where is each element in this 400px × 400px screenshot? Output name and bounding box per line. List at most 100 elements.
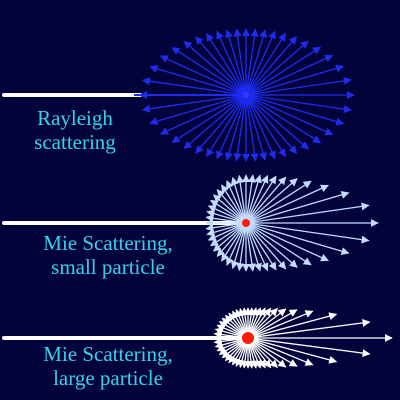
scattered-light-arrow xyxy=(141,94,247,113)
scattered-light-arrow xyxy=(245,94,298,154)
scattered-light-arrow xyxy=(245,222,329,262)
scattered-light-arrow xyxy=(247,309,298,339)
rayleigh-caption-line-1: Rayleigh xyxy=(37,106,113,130)
scattered-light-arrow xyxy=(247,337,371,358)
scattered-light-arrow xyxy=(216,94,247,160)
scattered-light-arrow xyxy=(159,94,247,135)
scattered-light-arrow xyxy=(247,337,338,364)
scattered-light-arrow xyxy=(149,64,247,96)
scattered-light-arrow xyxy=(245,222,262,272)
scattered-light-arrow xyxy=(245,54,334,96)
scattered-light-arrow xyxy=(247,310,314,339)
scattered-light-arrow xyxy=(245,28,259,96)
scattered-light-arrow xyxy=(247,312,338,339)
scattered-light-arrow xyxy=(247,318,371,339)
scattered-light-arrow xyxy=(245,222,350,256)
mie-large-particle-panel xyxy=(2,307,393,369)
scattered-light-arrow xyxy=(247,337,278,368)
scattered-light-arrow xyxy=(245,222,269,272)
rayleigh-particle xyxy=(243,92,249,98)
scattered-light-arrow xyxy=(205,214,247,224)
scattered-light-arrow xyxy=(247,308,287,339)
scattered-light-arrow xyxy=(230,176,247,224)
scattered-light-arrow xyxy=(247,337,272,369)
scattered-light-arrow xyxy=(141,77,247,96)
scattered-light-arrow xyxy=(245,222,298,268)
scattered-light-arrow xyxy=(233,28,247,96)
mie-small-caption-line-2: small particle xyxy=(51,255,165,279)
scattered-light-arrow xyxy=(207,205,247,224)
scattered-light-arrow xyxy=(233,94,247,162)
mie-large-caption-line-1: Mie Scattering, xyxy=(43,342,173,366)
scattered-light-arrow xyxy=(226,180,247,224)
scattered-light-arrow xyxy=(245,222,277,271)
scattered-light-arrow xyxy=(245,30,276,96)
scattered-light-arrow xyxy=(171,94,247,143)
scattered-light-arrow xyxy=(171,47,247,96)
scattered-light-arrow xyxy=(247,337,314,366)
scattered-light-arrow xyxy=(245,76,352,96)
rayleigh-caption: Rayleigh scattering xyxy=(10,106,140,154)
scattered-light-arrow xyxy=(195,36,247,96)
mie-small-caption-line-1: Mie Scattering, xyxy=(43,231,173,255)
rayleigh-caption-line-2: scattering xyxy=(34,130,116,154)
scattered-light-arrow xyxy=(245,94,345,126)
scattered-light-arrow xyxy=(245,222,256,272)
scattered-light-arrow xyxy=(207,222,247,241)
scattered-light-arrow xyxy=(245,94,276,160)
scattered-light-arrow xyxy=(205,222,247,232)
mie-large-caption: Mie Scattering, large particle xyxy=(8,342,208,390)
scattered-light-arrow xyxy=(245,184,329,224)
scattered-light-arrow xyxy=(247,308,278,339)
scattered-light-arrow xyxy=(183,40,247,96)
scattered-light-arrow xyxy=(212,222,247,252)
scattered-light-arrow xyxy=(245,222,370,244)
scattered-light-arrow xyxy=(221,184,247,224)
scattered-light-arrow xyxy=(245,174,262,224)
scattered-light-arrow xyxy=(245,202,370,224)
scattered-light-arrow xyxy=(225,94,247,161)
scattered-light-arrow xyxy=(216,222,247,257)
scattered-light-arrow xyxy=(226,222,247,266)
scattered-light-arrow xyxy=(206,222,247,237)
scattered-light-arrow xyxy=(245,176,287,224)
scattered-light-arrow xyxy=(206,209,247,224)
scattered-light-arrow xyxy=(195,94,247,154)
scattered-light-arrow xyxy=(245,174,256,224)
scattered-light-arrow xyxy=(149,94,247,126)
scattered-light-arrow xyxy=(212,194,247,224)
scattered-light-arrow xyxy=(216,189,247,224)
mie-small-caption: Mie Scattering, small particle xyxy=(8,231,208,279)
scattered-light-arrow xyxy=(245,222,287,270)
scattered-light-arrow xyxy=(245,180,312,224)
scattered-light-arrow xyxy=(247,337,298,367)
scattered-light-arrow xyxy=(245,94,352,114)
scattered-light-arrow xyxy=(245,40,309,96)
large-particle xyxy=(242,332,254,344)
scattered-light-arrow xyxy=(206,33,247,96)
scattered-light-arrow xyxy=(245,174,269,224)
scattered-light-arrow xyxy=(245,64,345,96)
scattered-light-arrow xyxy=(245,36,298,96)
scattered-light-arrow xyxy=(247,337,287,368)
scattered-light-arrow xyxy=(245,46,322,96)
scattered-light-arrow xyxy=(210,199,247,224)
scattered-light-arrow xyxy=(216,30,247,96)
scattered-light-arrow xyxy=(245,190,350,224)
rayleigh-panel xyxy=(2,28,355,162)
scattered-light-arrow xyxy=(245,29,267,96)
scattered-light-arrow xyxy=(245,94,334,136)
scattered-light-arrow xyxy=(245,175,277,224)
scattered-light-arrow xyxy=(245,94,259,162)
scattered-light-arrow xyxy=(245,94,267,161)
scattered-light-arrow xyxy=(159,55,247,96)
scattered-light-arrow xyxy=(206,94,247,157)
scattered-light-arrow xyxy=(236,222,247,272)
scattered-light-arrow xyxy=(230,222,247,270)
scattered-light-arrow xyxy=(225,29,247,96)
scattered-light-arrow xyxy=(221,222,247,262)
scattered-light-arrow xyxy=(245,94,309,150)
scattered-light-arrow xyxy=(245,32,287,96)
